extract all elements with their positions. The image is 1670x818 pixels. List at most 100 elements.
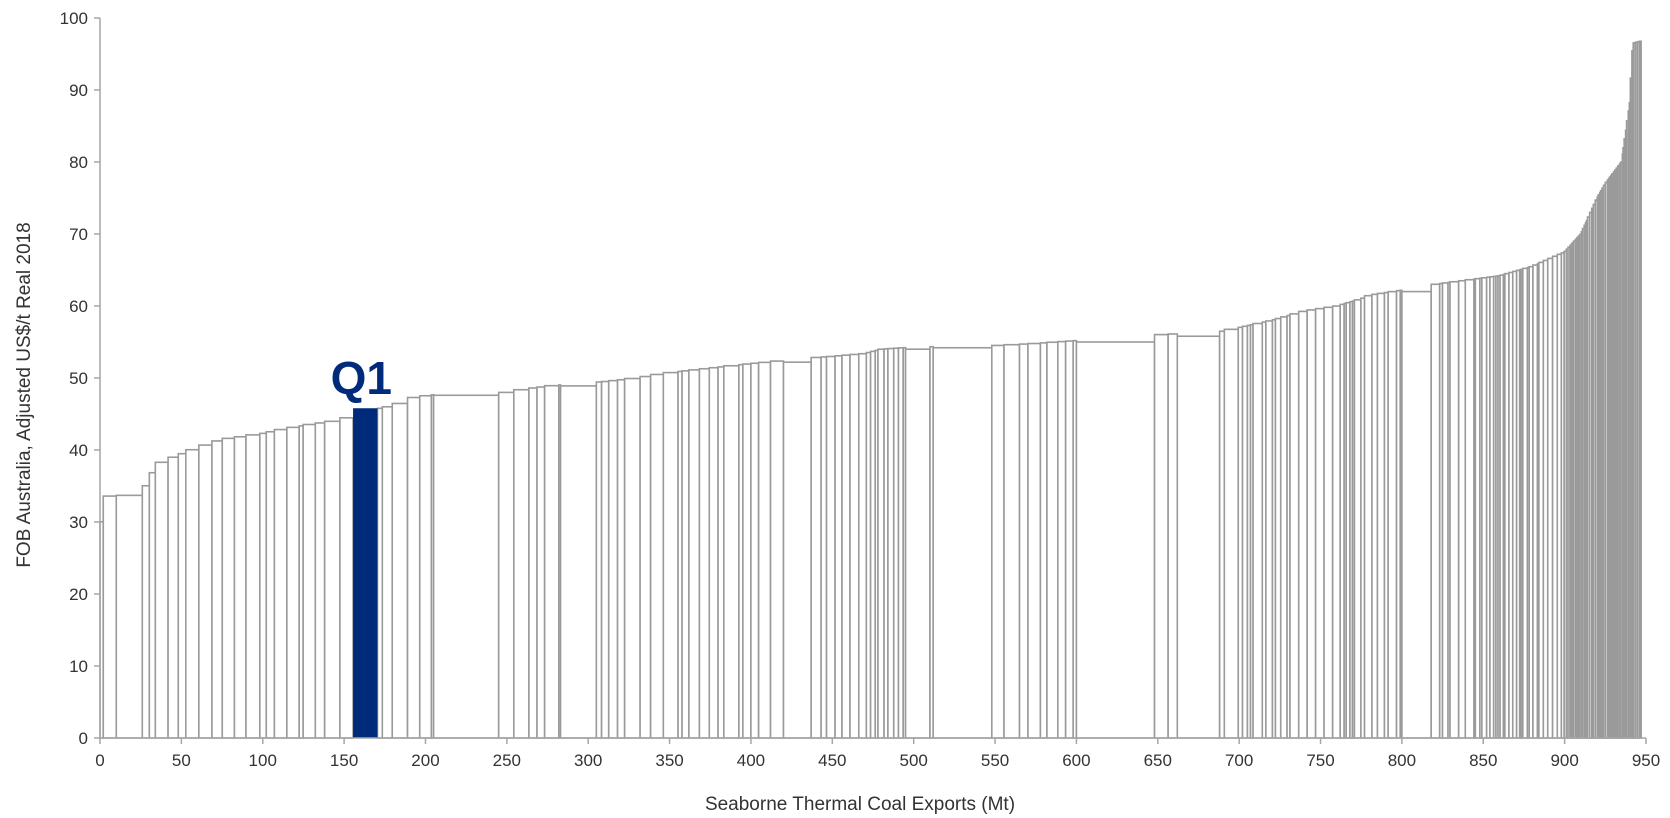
cost-bar bbox=[302, 423, 317, 739]
cost-bar bbox=[1323, 306, 1334, 739]
cost-bar bbox=[834, 355, 843, 739]
cost-bar bbox=[708, 366, 719, 739]
y-tick-label: 30 bbox=[69, 513, 88, 532]
cost-bar bbox=[314, 422, 326, 739]
cost-bar bbox=[662, 371, 679, 739]
cost-bar bbox=[769, 360, 785, 739]
cost-bar bbox=[259, 432, 268, 739]
cost-curve-bars bbox=[99, 40, 1642, 739]
cost-bar bbox=[1176, 335, 1221, 739]
cost-bar bbox=[600, 380, 610, 739]
cost-bar bbox=[148, 471, 157, 739]
cost-bar bbox=[1223, 328, 1240, 739]
cost-bar bbox=[742, 363, 752, 739]
x-tick-label: 50 bbox=[172, 751, 191, 770]
cost-bar bbox=[559, 385, 598, 739]
cost-bar bbox=[1279, 316, 1288, 739]
cost-bar bbox=[607, 379, 619, 739]
cost-bar bbox=[1353, 299, 1362, 739]
cost-bar bbox=[825, 355, 836, 739]
cost-bar bbox=[265, 430, 276, 739]
cost-bar bbox=[1457, 279, 1467, 739]
cost-bar bbox=[432, 394, 500, 739]
y-tick-label: 50 bbox=[69, 369, 88, 388]
cost-bar bbox=[233, 435, 247, 739]
cost-bar bbox=[1314, 307, 1325, 739]
cost-bar bbox=[1046, 341, 1059, 739]
cost-bar bbox=[1449, 280, 1460, 739]
cost-bar bbox=[1075, 341, 1156, 739]
cost-bar bbox=[141, 484, 151, 739]
cost-bar bbox=[1363, 294, 1373, 739]
cost-bar bbox=[1441, 282, 1449, 739]
cost-bar bbox=[887, 347, 895, 739]
cost-bar bbox=[102, 495, 118, 739]
cost-bar bbox=[381, 406, 394, 739]
x-tick-label: 800 bbox=[1388, 751, 1416, 770]
cost-bar bbox=[1464, 278, 1475, 739]
x-tick-label: 200 bbox=[411, 751, 439, 770]
cost-bar bbox=[1376, 292, 1386, 739]
x-tick-label: 350 bbox=[655, 751, 683, 770]
x-tick-label: 750 bbox=[1306, 751, 1334, 770]
cost-bar bbox=[1064, 340, 1075, 739]
cost-bar bbox=[688, 369, 701, 739]
cost-bar bbox=[391, 402, 409, 739]
cost-bar bbox=[810, 356, 822, 739]
cost-bar bbox=[623, 377, 641, 739]
y-tick-label: 40 bbox=[69, 441, 88, 460]
cost-bar bbox=[904, 348, 931, 739]
cost-bar bbox=[1297, 310, 1308, 739]
cost-bar bbox=[757, 361, 772, 739]
cost-bar bbox=[198, 444, 213, 739]
cost-bar bbox=[115, 494, 144, 739]
cost-bar bbox=[1331, 305, 1341, 739]
cost-bar bbox=[323, 420, 341, 739]
cost-bar bbox=[616, 378, 626, 739]
x-tick-label: 600 bbox=[1062, 751, 1090, 770]
cost-bar bbox=[211, 440, 224, 739]
y-tick-label: 70 bbox=[69, 225, 88, 244]
cost-bar bbox=[536, 386, 546, 739]
cost-bar bbox=[849, 353, 860, 739]
y-tick-label: 80 bbox=[69, 153, 88, 172]
cost-bar bbox=[1638, 40, 1642, 739]
x-tick-label: 150 bbox=[330, 751, 358, 770]
cost-bar bbox=[177, 452, 187, 739]
cost-bar bbox=[543, 384, 560, 739]
cost-bar bbox=[418, 394, 433, 739]
cost-bar bbox=[406, 396, 421, 739]
cost-bar bbox=[1153, 333, 1169, 739]
cost-bar bbox=[167, 456, 180, 739]
cost-bar bbox=[513, 388, 530, 739]
y-tick-label: 0 bbox=[79, 729, 88, 748]
axes: 0 50 100 150 200 250 300 350 400 450 500 550 600 650 7… bbox=[60, 9, 1661, 770]
cost-bar bbox=[1039, 342, 1048, 739]
cost-bar bbox=[185, 448, 200, 739]
cost-bar bbox=[1265, 320, 1274, 739]
cost-bar bbox=[1387, 290, 1398, 739]
y-tick-label: 100 bbox=[60, 9, 88, 28]
cost-bar bbox=[877, 348, 885, 739]
cost-bar bbox=[820, 356, 828, 739]
x-tick-label: 950 bbox=[1632, 751, 1660, 770]
cost-bar bbox=[1018, 343, 1029, 739]
y-tick-label: 60 bbox=[69, 297, 88, 316]
cost-bar bbox=[1306, 309, 1317, 739]
x-tick-label: 700 bbox=[1225, 751, 1253, 770]
x-tick-label: 450 bbox=[818, 751, 846, 770]
x-axis-title: Seaborne Thermal Coal Exports (Mt) bbox=[705, 794, 1015, 815]
y-tick-label: 90 bbox=[69, 81, 88, 100]
cost-bar bbox=[717, 366, 725, 739]
q1-highlight-bar bbox=[353, 408, 378, 738]
cost-bar bbox=[723, 364, 740, 739]
x-tick-label: 250 bbox=[493, 751, 521, 770]
cost-bar bbox=[649, 373, 665, 739]
x-tick-label: 550 bbox=[981, 751, 1009, 770]
x-tick-label: 650 bbox=[1144, 751, 1172, 770]
cost-bar bbox=[1401, 290, 1432, 739]
cost-bar bbox=[497, 391, 515, 739]
cost-bar bbox=[273, 428, 288, 739]
cost-bar bbox=[221, 437, 236, 739]
